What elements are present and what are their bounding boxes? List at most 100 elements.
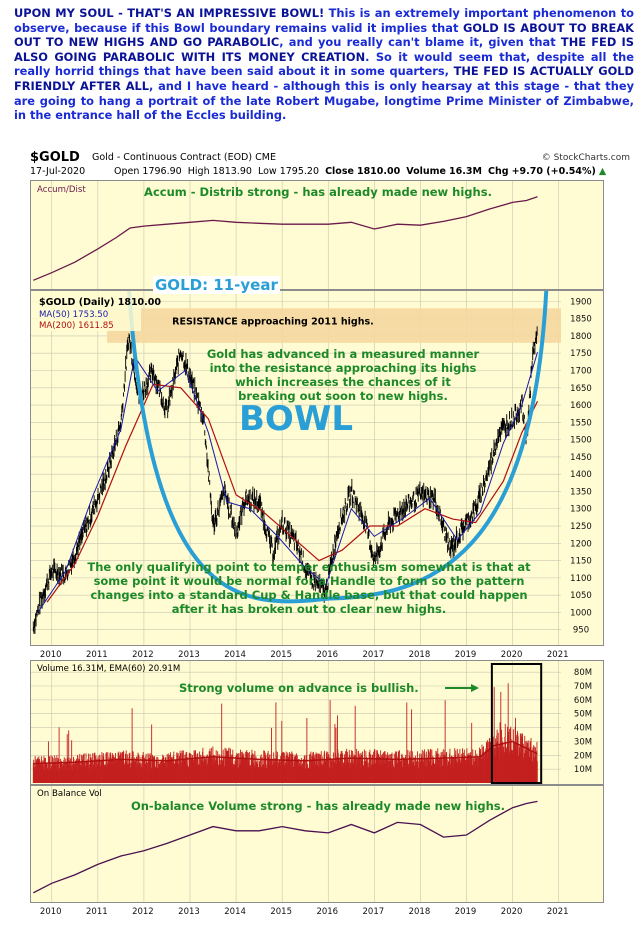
volume-y-tick-label: 40M bbox=[574, 724, 592, 734]
x-tick-label: 2011 bbox=[86, 650, 108, 660]
price-bars bbox=[32, 326, 538, 634]
x-tick-label: 2018 bbox=[409, 907, 431, 917]
note-bottom: The only qualifying point to temper enth… bbox=[87, 560, 531, 616]
quote-ohlc: Open 1796.90 High 1813.90 Low 1795.20 Cl… bbox=[114, 166, 606, 177]
price-title-overlay: GOLD: 11-year bbox=[153, 276, 280, 294]
commentary-seg2: GOLD IS ABOUT TO BREAK OUT TO NEW HIGHS … bbox=[14, 20, 634, 50]
price-legend-gold: $GOLD (Daily) 1810.00 bbox=[39, 297, 161, 308]
obv-line bbox=[33, 800, 538, 894]
chg-value: +9.70 (+0.54%) bbox=[511, 166, 596, 177]
volume-y-tick-label: 80M bbox=[574, 668, 592, 678]
x-tick-label: 2011 bbox=[86, 907, 108, 917]
x-tick-label: 2013 bbox=[178, 650, 200, 660]
price-y-tick-label: 1700 bbox=[570, 366, 592, 376]
note-line: into the resistance approaching its high… bbox=[210, 361, 477, 375]
price-panel: 950 1000 1050 1100 1150 1200 1250 1300 1350 1400 1… bbox=[30, 290, 604, 646]
accum-dist-line bbox=[33, 196, 538, 281]
x-tick-label: 2015 bbox=[270, 650, 292, 660]
x-tick-label: 2020 bbox=[501, 907, 523, 917]
note-line: breaking out soon to new highs. bbox=[238, 389, 448, 403]
open-value: 1796.90 bbox=[142, 166, 182, 177]
commentary-seg4: THE FED IS ALSO GOING PARABOLIC WITH ITS… bbox=[14, 35, 634, 64]
commentary-text: UPON MY SOUL - THAT'S AN IMPRESSIVE BOWL… bbox=[14, 6, 634, 144]
price-y-tick-label: 1750 bbox=[570, 349, 592, 359]
price-y-tick-label: 1100 bbox=[570, 574, 592, 584]
volume-value: 16.3M bbox=[449, 166, 482, 177]
x-tick-label: 2016 bbox=[316, 650, 338, 660]
up-arrow-icon: ▲ bbox=[598, 166, 607, 177]
x-tick-label: 2019 bbox=[455, 650, 477, 660]
note-line: which increases the chances of it bbox=[235, 375, 451, 389]
x-tick-label: 2017 bbox=[363, 650, 385, 660]
close-value: 1810.00 bbox=[356, 166, 401, 177]
commentary-seg1: This is an extremely important phenomeno… bbox=[14, 6, 634, 35]
ma50-line bbox=[37, 352, 538, 613]
high-label: High bbox=[187, 166, 210, 177]
volume-y-tick-label: 70M bbox=[574, 682, 592, 692]
obv-panel: On Balance Vol On-balance Volume strong … bbox=[30, 785, 604, 903]
price-y-tick-label: 1400 bbox=[570, 470, 592, 480]
price-y-tick-label: 1900 bbox=[570, 297, 592, 307]
chart-exchange: CME bbox=[255, 152, 276, 163]
commentary-seg6: THE FED IS ACTUALLY GOLD FRIENDLY AFTER … bbox=[14, 64, 634, 93]
resistance-label: RESISTANCE approaching 2011 highs. bbox=[172, 316, 374, 327]
commentary-headline: UPON MY SOUL - THAT'S AN IMPRESSIVE BOWL… bbox=[14, 6, 325, 20]
volume-y-tick-label: 60M bbox=[574, 696, 592, 706]
x-tick-label: 2010 bbox=[40, 650, 62, 660]
volume-chart: 10M 20M 30M 40M 50M 60M 70M 80M Volume 16.31M, … bbox=[31, 661, 592, 784]
price-y-tick-label: 1150 bbox=[570, 557, 592, 567]
quote-date: 17-Jul-2020 bbox=[30, 166, 86, 177]
obv-x-axis: 2010 2011 2012 2013 2014 2015 2016 2017 2018 2019… bbox=[40, 907, 569, 917]
note-line: some point it would be normal for a Hand… bbox=[94, 574, 525, 588]
price-legend-ma50: MA(50) 1753.50 bbox=[39, 310, 108, 320]
x-tick-label: 2021 bbox=[547, 650, 569, 660]
stockcharts-brand: © StockCharts.com bbox=[541, 153, 630, 163]
volume-y-tick-label: 20M bbox=[574, 751, 592, 761]
x-tick-label: 2020 bbox=[501, 650, 523, 660]
bowl-curve bbox=[127, 291, 549, 604]
accum-dist-annotation: Accum - Distrib strong - has already mad… bbox=[144, 185, 492, 199]
chart-title-text: GOLD: 11-year bbox=[155, 276, 278, 294]
obv-chart: On Balance Vol On-balance Volume strong … bbox=[33, 786, 559, 902]
price-y-tick-label: 1300 bbox=[570, 505, 592, 515]
volume-y-tick-label: 50M bbox=[574, 710, 592, 720]
accum-dist-panel: Accum/Dist Accum - Distrib strong - has … bbox=[30, 180, 604, 290]
arrow-right-icon bbox=[445, 684, 479, 692]
chart-description-text: Gold - Continuous Contract (EOD) bbox=[92, 152, 253, 163]
price-y-tick-label: 1500 bbox=[570, 436, 592, 446]
x-tick-label: 2012 bbox=[132, 907, 154, 917]
price-y-tick-label: 1050 bbox=[570, 591, 592, 601]
note-line: after it has broken out to clear new hig… bbox=[172, 602, 446, 616]
obv-annotation: On-balance Volume strong - has already m… bbox=[131, 799, 505, 813]
x-tick-label: 2021 bbox=[547, 907, 569, 917]
header-row-title: $GOLD Gold - Continuous Contract (EOD) C… bbox=[30, 150, 634, 166]
chart-description: Gold - Continuous Contract (EOD) CME bbox=[92, 152, 276, 163]
commentary-seg3: , and you really can't blame it, given t… bbox=[279, 35, 561, 50]
x-tick-label: 2015 bbox=[270, 907, 292, 917]
volume-highlight-box bbox=[490, 663, 543, 784]
open-label: Open bbox=[114, 166, 140, 177]
price-y-tick-label: 950 bbox=[573, 626, 589, 636]
accum-dist-chart: Accum/Dist Accum - Distrib strong - has … bbox=[33, 181, 559, 289]
price-y-tick-label: 1450 bbox=[570, 453, 592, 463]
volume-y-tick-label: 30M bbox=[574, 737, 592, 747]
low-label: Low bbox=[257, 166, 277, 177]
note-line: Gold has advanced in a measured manner bbox=[207, 347, 480, 361]
volume-annotation: Strong volume on advance is bullish. bbox=[179, 681, 419, 695]
price-x-axis: 2010 2011 2012 2013 2014 2015 2016 2017 2018 2019… bbox=[40, 650, 569, 660]
commentary-seg7: , and I have heard - although this is on… bbox=[14, 78, 634, 123]
low-value: 1795.20 bbox=[279, 166, 320, 177]
x-tick-label: 2016 bbox=[316, 907, 338, 917]
x-tick-label: 2014 bbox=[224, 650, 246, 660]
price-y-tick-label: 1800 bbox=[570, 332, 592, 342]
volume-ema-line bbox=[33, 740, 538, 765]
volume-panel: 10M 20M 30M 40M 50M 60M 70M 80M Volume 16.31M, … bbox=[30, 660, 604, 785]
volume-bars bbox=[32, 683, 538, 783]
x-tick-label: 2014 bbox=[224, 907, 246, 917]
chg-label: Chg bbox=[488, 166, 509, 177]
chart-symbol: $GOLD bbox=[30, 150, 80, 165]
price-y-tick-label: 1850 bbox=[570, 315, 592, 325]
header-row-ohlc: 17-Jul-2020 Open 1796.90 High 1813.90 Lo… bbox=[30, 166, 634, 180]
price-y-tick-label: 1600 bbox=[570, 401, 592, 411]
x-tick-label: 2013 bbox=[178, 907, 200, 917]
